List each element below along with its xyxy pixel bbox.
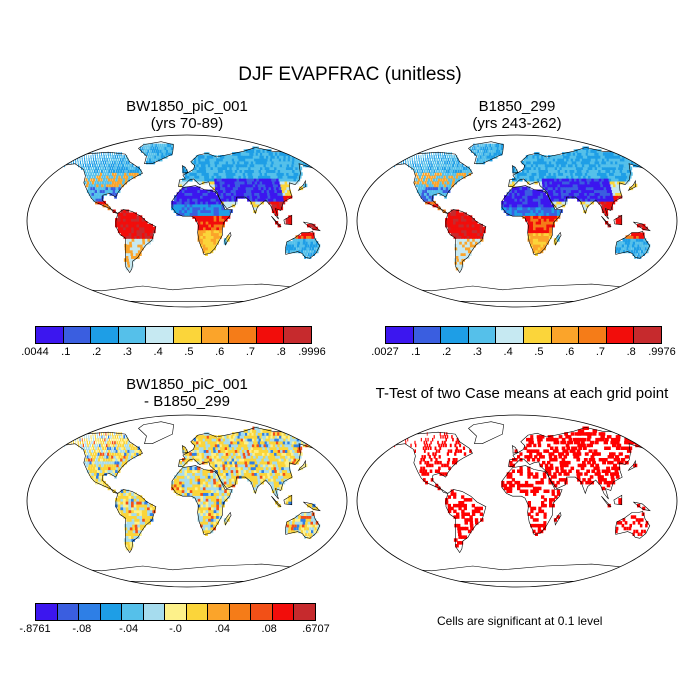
cb2-label-4: .4 xyxy=(503,346,513,358)
map-panel1 xyxy=(26,134,348,308)
cb1-label-3: .3 xyxy=(122,346,132,358)
cb3-label-5: .08 xyxy=(261,623,277,635)
cb2-label-5: .5 xyxy=(534,346,544,358)
cb2-swatch-2 xyxy=(441,327,469,343)
cb1-swatch-6 xyxy=(201,327,230,343)
cb3-swatch-2 xyxy=(79,604,101,620)
cb1-label-1: .1 xyxy=(61,346,71,358)
cb1-swatch-8 xyxy=(256,327,285,343)
map-border xyxy=(356,414,678,588)
cb3-swatch-6 xyxy=(165,604,187,620)
cb2-swatch-3 xyxy=(468,327,497,343)
cb2-label-7: .7 xyxy=(595,346,606,358)
cb1-label-7: .7 xyxy=(245,346,256,358)
panel2-title-line1: B1850_299 xyxy=(478,98,556,115)
cb2-label-9: .9976 xyxy=(648,346,676,358)
panel2-title: B1850_299 (yrs 243-262) xyxy=(392,98,642,132)
map-panel3 xyxy=(26,414,348,588)
cb3-swatch-3 xyxy=(100,604,123,620)
panel4-title: T-Test of two Case means at each grid po… xyxy=(352,385,692,402)
panel1-title: BW1850_piC_001 (yrs 70-89) xyxy=(62,98,312,132)
cb1-swatch-2 xyxy=(91,327,119,343)
cb2-label-6: .6 xyxy=(565,346,575,358)
cb2-swatch-7 xyxy=(579,327,607,343)
panel3-title: BW1850_piC_001 - B1850_299 xyxy=(62,376,312,410)
cb3-label-2: -.04 xyxy=(119,623,139,635)
colorbar-panel3 xyxy=(35,603,316,621)
data-cells xyxy=(61,143,323,271)
cb2-swatch-0 xyxy=(386,327,414,343)
map-panel4 xyxy=(356,414,678,588)
colorbar-panel2 xyxy=(385,326,662,344)
cb2-swatch-6 xyxy=(551,327,580,343)
cb3-swatch-10 xyxy=(251,604,273,620)
cb2-label-0: .0027 xyxy=(371,346,399,358)
cb2-swatch-5 xyxy=(523,327,552,343)
cb3-label-0: -.8761 xyxy=(19,623,51,635)
cb3-label-1: -.08 xyxy=(72,623,92,635)
panel4-title-line1: T-Test of two Case means at each grid po… xyxy=(375,385,669,402)
significance-note: Cells are significant at 0.1 level xyxy=(437,614,603,628)
cb3-swatch-4 xyxy=(122,604,144,620)
coastlines xyxy=(385,421,668,582)
cb1-label-9: .9996 xyxy=(298,346,326,358)
cb1-label-6: .6 xyxy=(215,346,225,358)
cb3-label-4: .04 xyxy=(214,623,230,635)
coastlines xyxy=(385,141,668,302)
cb1-swatch-5 xyxy=(173,327,202,343)
cb2-label-2: .2 xyxy=(441,346,452,358)
panel3-title-line2: - B1850_299 xyxy=(144,393,230,410)
cb3-swatch-12 xyxy=(294,604,315,620)
cb1-swatch-7 xyxy=(229,327,257,343)
cb3-swatch-11 xyxy=(272,604,295,620)
cb3-label-6: .6707 xyxy=(302,623,330,635)
cb1-swatch-9 xyxy=(284,327,311,343)
panel1-title-line2: (yrs 70-89) xyxy=(150,115,224,132)
cb1-label-4: .4 xyxy=(153,346,163,358)
cb1-label-2: .2 xyxy=(91,346,102,358)
map-border xyxy=(26,134,348,308)
data-cells xyxy=(391,426,653,548)
cb1-label-8: .8 xyxy=(276,346,286,358)
panel1-title-line1: BW1850_piC_001 xyxy=(126,98,248,115)
cb1-swatch-1 xyxy=(63,327,92,343)
cb1-swatch-0 xyxy=(36,327,64,343)
cb3-swatch-8 xyxy=(208,604,230,620)
cb3-swatch-1 xyxy=(57,604,80,620)
cb2-swatch-9 xyxy=(634,327,661,343)
cb2-label-1: .1 xyxy=(411,346,421,358)
coastlines xyxy=(55,421,338,582)
coastlines xyxy=(55,141,338,302)
colorbar-panel1 xyxy=(35,326,312,344)
cb2-swatch-1 xyxy=(413,327,442,343)
cb3-swatch-5 xyxy=(143,604,166,620)
cb1-swatch-4 xyxy=(146,327,174,343)
data-cells xyxy=(61,426,323,551)
cb3-swatch-9 xyxy=(229,604,252,620)
cb3-swatch-7 xyxy=(186,604,209,620)
cb2-label-8: .8 xyxy=(626,346,636,358)
cb2-swatch-8 xyxy=(606,327,635,343)
map-border xyxy=(356,134,678,308)
cb1-label-0: .0044 xyxy=(21,346,49,358)
cb3-label-3: -.0 xyxy=(169,623,182,635)
map-panel2 xyxy=(356,134,678,308)
cb1-label-5: .5 xyxy=(184,346,194,358)
panel2-title-line2: (yrs 243-262) xyxy=(472,115,562,132)
cb2-swatch-4 xyxy=(496,327,524,343)
cb1-swatch-3 xyxy=(118,327,147,343)
map-border xyxy=(26,414,348,588)
cb3-swatch-0 xyxy=(36,604,58,620)
panel3-title-line1: BW1850_piC_001 xyxy=(126,376,248,393)
figure-title: DJF EVAPFRAC (unitless) xyxy=(238,64,462,85)
cb2-label-3: .3 xyxy=(472,346,482,358)
